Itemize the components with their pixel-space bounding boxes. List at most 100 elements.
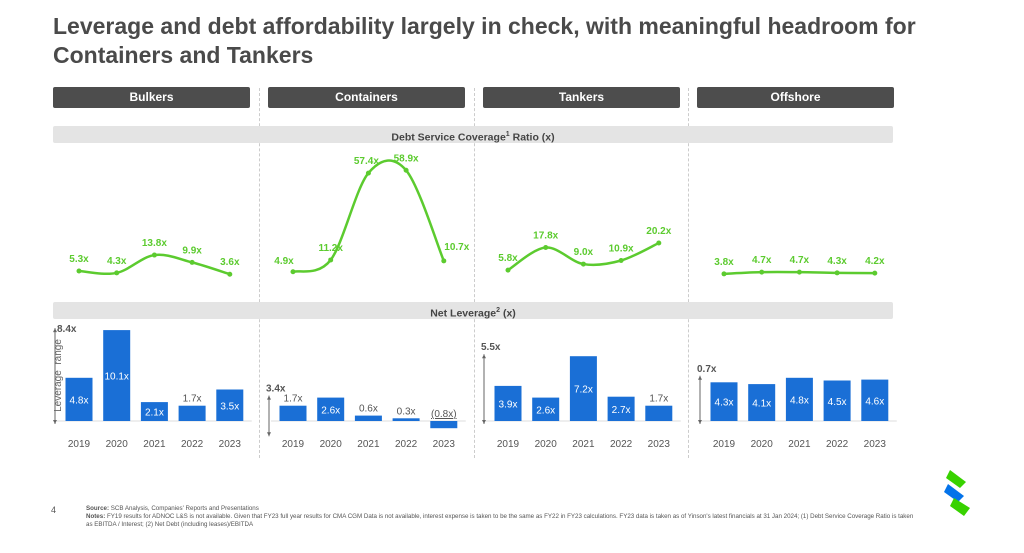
bar-label: 4.8x [790, 395, 809, 406]
dscr-label: 3.8x [714, 257, 734, 268]
dscr-point [505, 267, 511, 273]
leverage-bar [216, 389, 244, 421]
leverage-bar [645, 405, 673, 421]
dscr-label: 4.7x [752, 255, 772, 266]
year-label: 2021 [357, 439, 380, 450]
year-label: 2023 [219, 439, 242, 450]
dscr-point [403, 167, 409, 173]
header-bulkers: Bulkers [53, 87, 250, 108]
bar-label: (0.8x) [431, 409, 457, 420]
header-tankers: Tankers [483, 87, 680, 108]
dscr-point [580, 261, 586, 267]
leverage-bar [569, 356, 597, 421]
range-label: 8.4x [57, 324, 77, 335]
dscr-point [328, 257, 334, 263]
year-label: 2022 [610, 439, 633, 450]
bar-label: 4.1x [752, 399, 771, 410]
dscr-label: 20.2x [646, 226, 671, 237]
year-label: 2019 [497, 439, 520, 450]
bar-label: 3.9x [499, 399, 518, 410]
dscr-point [441, 258, 447, 264]
header-containers: Containers [268, 87, 465, 108]
year-label: 2023 [433, 439, 456, 450]
bar-label: 10.1x [104, 372, 128, 383]
source-label: Source: [86, 505, 110, 512]
bar-label: 1.7x [649, 394, 668, 405]
bar-label: 1.7x [183, 394, 202, 405]
leverage-bar [494, 385, 522, 421]
dscr-label: 4.7x [790, 255, 810, 266]
dscr-label: 5.8x [498, 253, 518, 264]
dscr-point [834, 270, 840, 276]
leverage-bar [607, 396, 635, 421]
leverage-bar [710, 382, 738, 421]
year-label: 2021 [143, 439, 166, 450]
year-label: 2021 [572, 439, 595, 450]
bar-label: 4.8x [70, 395, 89, 406]
bar-label: 2.1x [145, 408, 164, 419]
year-label: 2021 [788, 439, 811, 450]
year-label: 2023 [864, 439, 887, 450]
bar-label: 3.5x [220, 401, 239, 412]
range-label: 5.5x [481, 342, 501, 353]
leverage-bar [748, 384, 776, 421]
year-label: 2020 [751, 439, 774, 450]
year-label: 2022 [181, 439, 204, 450]
year-label: 2020 [535, 439, 558, 450]
bar-label: 4.6x [865, 396, 884, 407]
year-label: 2019 [713, 439, 736, 450]
leverage-bar [430, 421, 458, 429]
page-number: 4 [51, 505, 57, 515]
bar-label: 7.2x [574, 385, 593, 396]
dscr-label: 4.9x [274, 256, 294, 267]
dscr-point [618, 258, 624, 264]
dscr-label: 10.7x [444, 242, 469, 253]
bar-label: 4.5x [828, 397, 847, 408]
range-label: 3.4x [266, 384, 286, 395]
dscr-band: Debt Service Coverage1 Ratio (x) [53, 126, 893, 144]
leverage-bar [317, 397, 345, 421]
dscr-label: Debt Service Coverage [391, 131, 506, 144]
footnote-ref: 1 [505, 131, 510, 138]
dscr-point [189, 259, 195, 265]
leverage-bar [861, 379, 889, 421]
leverage-band: Net Leverage2 (x) [53, 302, 893, 320]
dscr-label: 3.6x [220, 257, 240, 268]
leverage-label: Net Leverage [430, 307, 497, 320]
year-label: 2020 [320, 439, 343, 450]
footnote-ref: 2 [496, 307, 501, 314]
notes-text: FY19 results for ADNOC L&S is not availa… [86, 513, 914, 528]
year-label: 2022 [826, 439, 849, 450]
year-label: 2020 [106, 439, 129, 450]
leverage-bar [785, 377, 813, 421]
leverage-bar [354, 415, 382, 421]
leverage-bar [140, 402, 168, 421]
divider [688, 88, 689, 458]
footnotes: Source: SCB Analysis, Companies' Reports… [86, 505, 916, 529]
bar-label: 0.3x [397, 406, 416, 417]
dscr-label: 58.9x [394, 153, 419, 164]
dscr-label-unit: Ratio (x) [509, 131, 555, 144]
dscr-label: 17.8x [533, 231, 558, 242]
dscr-label: 9.0x [574, 247, 594, 258]
bar-label: 2.7x [612, 405, 631, 416]
range-label: 0.7x [697, 364, 717, 375]
bar-label: 4.3x [715, 398, 734, 409]
leverage-bar [178, 405, 206, 421]
dscr-point [872, 270, 878, 276]
bar-label: 1.7x [284, 394, 303, 405]
dscr-point [365, 170, 371, 176]
leverage-bar [532, 397, 560, 421]
year-label: 2019 [282, 439, 305, 450]
dscr-point [759, 269, 765, 275]
dscr-point [543, 245, 549, 251]
dscr-label: 10.9x [609, 244, 634, 255]
dscr-line-bulkers [78, 253, 231, 276]
year-label: 2022 [395, 439, 418, 450]
dscr-label: 57.4x [354, 156, 379, 167]
dscr-label: 4.2x [865, 256, 885, 267]
dscr-point [656, 240, 662, 246]
dscr-label: 11.2x [318, 243, 343, 254]
dscr-point [721, 271, 727, 277]
